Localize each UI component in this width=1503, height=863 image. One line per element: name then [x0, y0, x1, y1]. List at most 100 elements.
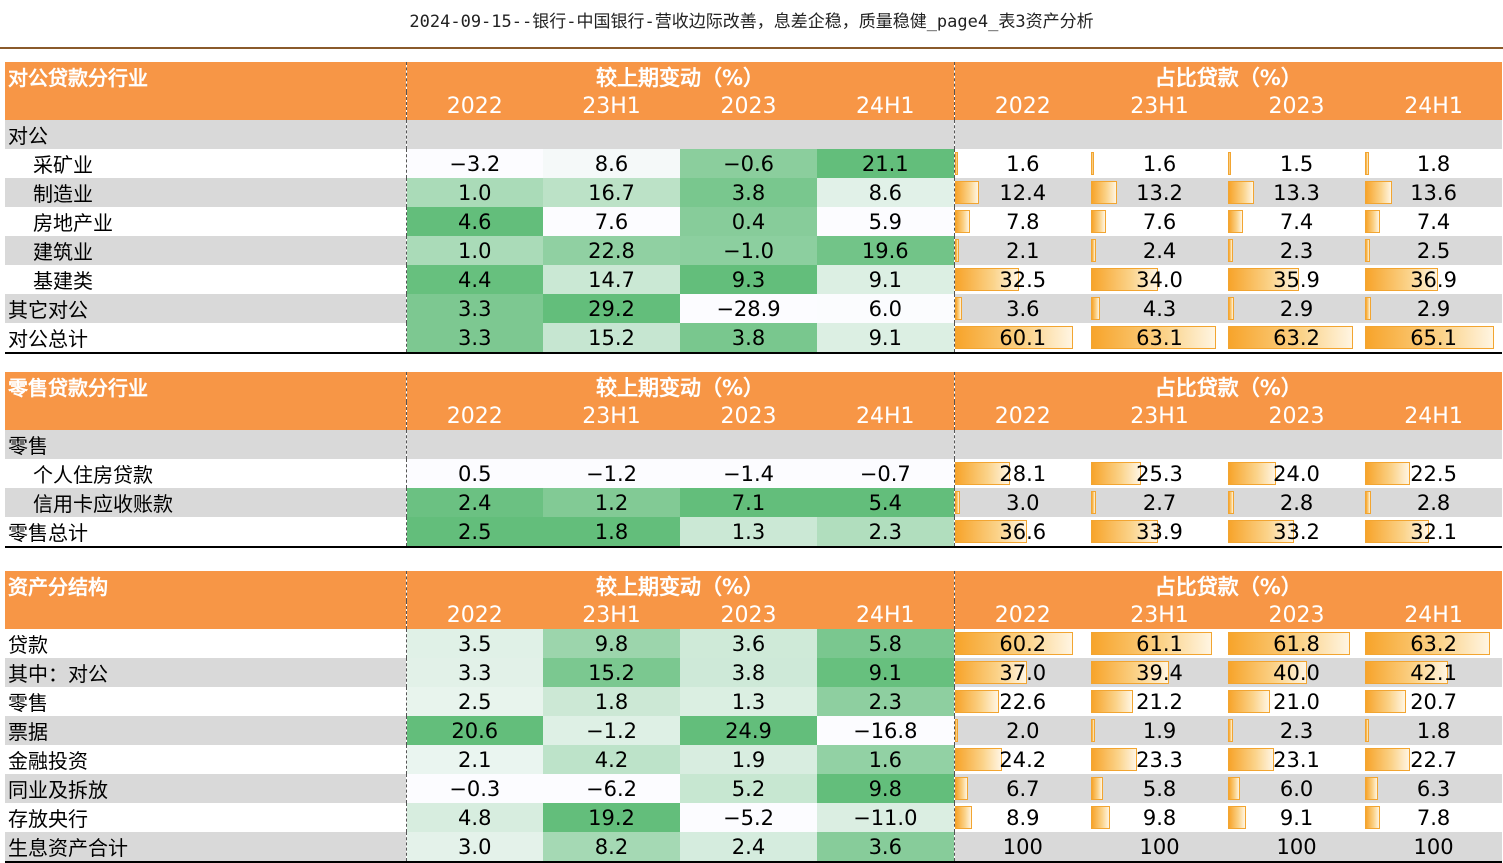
section-title: 对公贷款分行业 [5, 62, 407, 120]
table-row: 零售 2.5 1.8 1.3 2.3 22.6 21.2 21.0 20.7 [5, 687, 1502, 716]
share-bar [1365, 297, 1371, 320]
share-value: 9.1 [1279, 805, 1314, 830]
year-header: 23H1 [543, 601, 680, 629]
share-bar [1091, 181, 1118, 204]
change-cell: 2.5 [406, 517, 543, 548]
share-cell: 20.7 [1365, 687, 1502, 716]
row-label: 对公总计 [5, 323, 407, 354]
change-cell: 5.4 [817, 488, 955, 517]
share-cell: 12.4 [954, 178, 1092, 207]
change-cell: 3.5 [406, 629, 543, 658]
change-cell: 1.9 [680, 745, 817, 774]
change-cell: 4.6 [406, 207, 543, 236]
share-bar [1228, 462, 1276, 485]
share-bar [1228, 748, 1274, 771]
share-value: 1.6 [1006, 151, 1040, 176]
change-cell: −5.2 [680, 803, 817, 832]
table-row: 存放央行 4.8 19.2 −5.2 −11.0 8.9 9.8 9.1 7.8 [5, 803, 1502, 832]
change-cell: 8.6 [817, 178, 955, 207]
share-cell: 2.3 [1228, 236, 1366, 265]
table-row: 建筑业 1.0 22.8 −1.0 19.6 2.1 2.4 2.3 2.5 [5, 236, 1503, 265]
share-bar [1228, 152, 1231, 175]
change-cell: −11.0 [817, 803, 955, 832]
share-bar [1091, 632, 1212, 655]
share-value: 22.6 [999, 689, 1047, 714]
section-table: 对公贷款分行业 较上期变动（%） 占比贷款（%） 2022 23H1 2023 24H1 20… [5, 62, 1503, 354]
share-bar [1091, 462, 1142, 485]
share-bar [954, 520, 1027, 543]
share-bar [1365, 181, 1392, 204]
change-cell: 3.6 [817, 832, 955, 863]
share-cell: 9.1 [1228, 803, 1365, 832]
share-bar [954, 239, 959, 262]
share-value: 23.3 [1136, 747, 1183, 772]
row-label: 采矿业 [5, 149, 407, 178]
share-cell: 60.2 [954, 629, 1091, 658]
share-bar [954, 268, 1019, 291]
year-header: 2022 [954, 92, 1092, 120]
share-bar [954, 462, 1010, 485]
table-row: 对公总计 3.3 15.2 3.8 9.1 60.1 63.1 63.2 65.1 [5, 323, 1503, 354]
share-value: 7.6 [1142, 209, 1177, 234]
change-cell: 9.1 [817, 265, 955, 294]
table-row: 其它对公 3.3 29.2 −28.9 6.0 3.6 4.3 2.9 2.9 [5, 294, 1503, 323]
share-cell: 36.9 [1365, 265, 1502, 294]
share-cell: 60.1 [954, 323, 1092, 354]
year-header-row: 2022 23H1 2023 24H1 2022 23H1 2023 24H1 [5, 402, 1503, 430]
share-bar [1091, 297, 1100, 320]
share-cell: 24.0 [1228, 459, 1365, 488]
change-cell: 1.0 [406, 178, 543, 207]
share-value: 6.7 [1006, 776, 1040, 801]
share-bar [954, 491, 961, 514]
subheader-fill [406, 430, 955, 459]
change-cell: 8.2 [543, 832, 680, 863]
year-header: 24H1 [1365, 601, 1503, 629]
row-label: 个人住房贷款 [5, 459, 407, 488]
share-value: 2.1 [1006, 238, 1040, 263]
table-row: 信用卡应收账款 2.4 1.2 7.1 5.4 3.0 2.7 2.8 2.8 [5, 488, 1503, 517]
change-cell: 21.1 [817, 149, 955, 178]
share-cell: 2.5 [1365, 236, 1503, 265]
change-cell: 3.8 [680, 658, 817, 687]
share-cell: 4.3 [1091, 294, 1229, 323]
share-value: 60.2 [999, 631, 1047, 656]
change-cell: −6.2 [543, 774, 680, 803]
change-cell: 3.8 [680, 323, 817, 354]
share-value: 13.3 [1273, 180, 1320, 205]
change-cell: 2.4 [680, 832, 817, 863]
share-cell: 37.0 [954, 658, 1092, 687]
change-cell: 8.6 [543, 149, 680, 178]
share-bar [1228, 326, 1354, 349]
share-value: 1.5 [1279, 151, 1314, 176]
share-bar [1228, 210, 1243, 233]
change-cell: −1.4 [680, 459, 817, 488]
page-title: 2024-09-15--银行-中国银行-营收边际改善，息差企稳，质量稳健_pag… [409, 12, 1094, 32]
share-value: 25.3 [1136, 461, 1183, 486]
change-cell: 5.8 [817, 629, 955, 658]
share-cell: 42.1 [1365, 658, 1503, 687]
year-header: 2023 [1228, 92, 1366, 120]
share-bar [1091, 520, 1159, 543]
share-value: 34.0 [1136, 267, 1183, 292]
share-value: 40.0 [1273, 660, 1320, 685]
share-value: 100 [1276, 834, 1317, 859]
share-value: 21.2 [1136, 689, 1183, 714]
share-cell: 32.5 [954, 265, 1091, 294]
share-bar [1365, 210, 1380, 233]
change-group-header: 较上期变动（%） [406, 571, 955, 601]
share-value: 100 [1139, 834, 1180, 859]
share-cell: 34.0 [1091, 265, 1228, 294]
share-bar [1091, 152, 1095, 175]
change-cell: 6.0 [817, 294, 955, 323]
share-value: 9.8 [1142, 805, 1177, 830]
change-cell: 2.3 [817, 517, 955, 548]
share-cell: 1.5 [1228, 149, 1365, 178]
share-cell: 63.1 [1091, 323, 1229, 354]
row-label: 存放央行 [5, 803, 407, 832]
change-cell: −16.8 [817, 716, 955, 745]
share-cell: 2.8 [1228, 488, 1366, 517]
share-cell: 1.6 [954, 149, 1091, 178]
change-cell: 15.2 [543, 658, 680, 687]
share-bar [1365, 152, 1369, 175]
change-cell: −0.3 [406, 774, 543, 803]
